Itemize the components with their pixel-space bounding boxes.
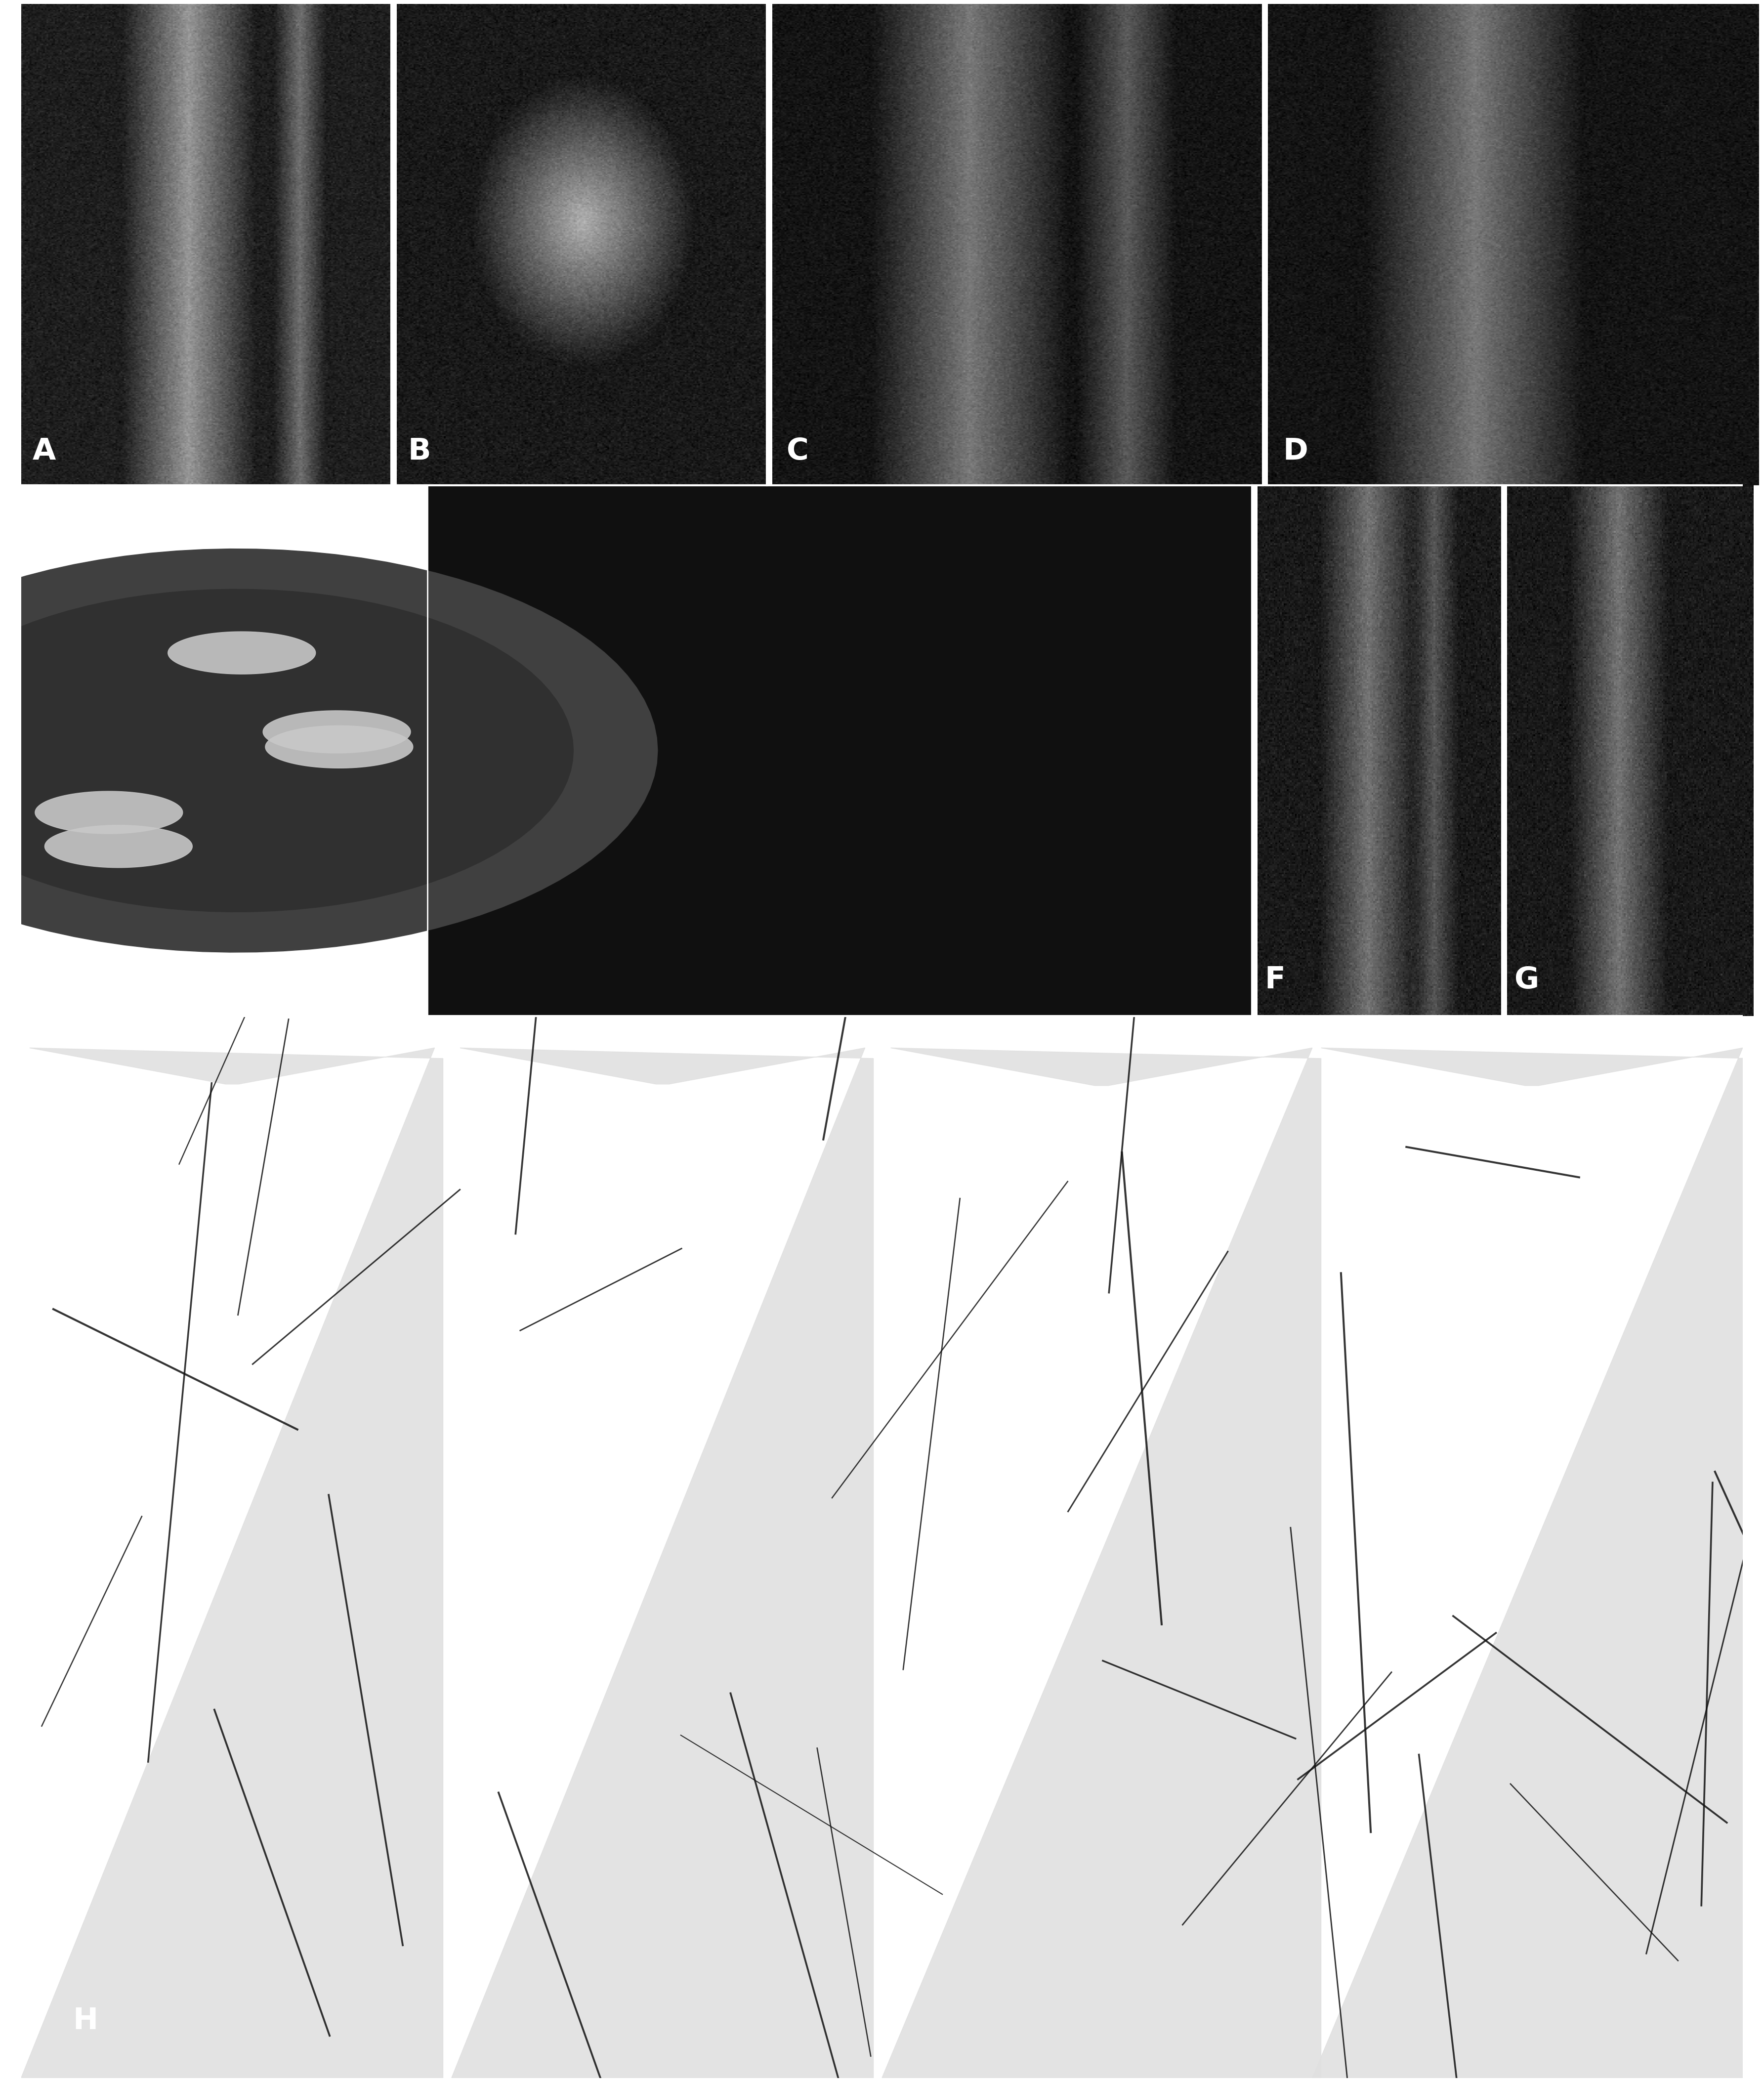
Text: A: A xyxy=(32,437,56,466)
Polygon shape xyxy=(265,727,413,768)
Polygon shape xyxy=(168,631,316,675)
Text: C: C xyxy=(787,437,810,466)
Text: G: G xyxy=(1515,966,1540,995)
Polygon shape xyxy=(1312,1047,1752,2078)
Polygon shape xyxy=(44,824,192,868)
Text: F: F xyxy=(1265,966,1286,995)
Polygon shape xyxy=(21,1047,443,2078)
Polygon shape xyxy=(0,589,573,912)
Text: H: H xyxy=(72,2007,99,2036)
Text: E: E xyxy=(58,966,79,995)
Polygon shape xyxy=(263,710,411,754)
Polygon shape xyxy=(452,1047,873,2078)
Text: D: D xyxy=(1282,437,1307,466)
Bar xyxy=(427,485,1252,1016)
Polygon shape xyxy=(882,1047,1321,2078)
Polygon shape xyxy=(35,791,183,833)
Text: B: B xyxy=(407,437,430,466)
Polygon shape xyxy=(0,550,658,951)
